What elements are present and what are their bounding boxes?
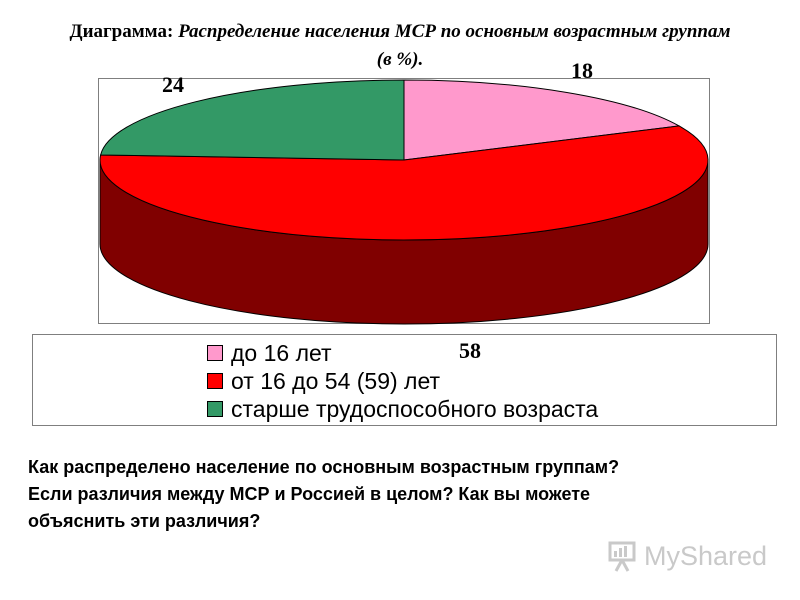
chart-title: Диаграмма: Распределение населения МСР п… (60, 18, 740, 74)
question-line-3: объяснить эти различия? (28, 511, 261, 531)
chart-title-text: Распределение населения МСР по основным … (178, 21, 731, 70)
pie-slice-16-54 (99, 125, 709, 241)
chart-legend: до 16 лет от 16 до 54 (59) лет старше тр… (32, 334, 777, 426)
legend-swatch-older (207, 401, 223, 417)
legend-item-16-54: от 16 до 54 (59) лет (207, 368, 440, 394)
discussion-questions: Как распределено население по основным в… (28, 454, 778, 535)
question-line-1: Как распределено население по основным в… (28, 457, 620, 477)
legend-swatch-under-16 (207, 345, 223, 361)
pie-slice-under-16 (403, 79, 681, 161)
question-line-2: Если различия между МСР и Россией в цело… (28, 484, 591, 504)
legend-item-under-16: до 16 лет (207, 340, 332, 366)
data-label-16-54: 58 (459, 338, 481, 363)
legend-label-under-16: до 16 лет (231, 339, 332, 366)
pie-top-layer (99, 79, 709, 241)
presentation-board-icon (608, 541, 636, 572)
legend-swatch-16-54 (207, 373, 223, 389)
legend-item-older: старше трудоспособного возраста (207, 396, 598, 422)
chart-title-prefix: Диаграмма: (69, 21, 174, 42)
watermark: MyShared (606, 538, 767, 574)
data-label-under-16: 18 (571, 58, 593, 83)
data-label-older: 24 (162, 72, 184, 97)
legend-label-older: старше трудоспособного возраста (231, 395, 599, 422)
legend-label-16-54: от 16 до 54 (59) лет (231, 367, 441, 394)
watermark-text: MyShared (644, 540, 768, 571)
pie-slice-older (99, 79, 405, 161)
